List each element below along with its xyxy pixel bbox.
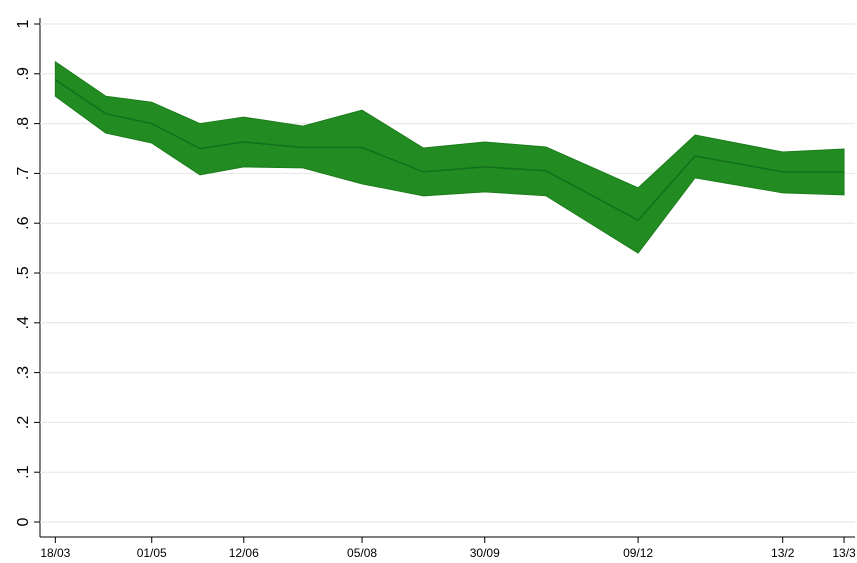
x-tick-label: 12/06	[229, 546, 259, 560]
x-tick-label: 18/03	[40, 546, 70, 560]
y-tick-label: .6	[15, 216, 32, 229]
x-tick-label: 09/12	[623, 546, 653, 560]
y-tick-label: .7	[15, 167, 32, 180]
line	[54, 79, 845, 222]
y-tick-label: .2	[15, 416, 32, 429]
y-tick-label: .8	[15, 117, 32, 130]
y-tick-label: .4	[15, 316, 32, 329]
y-tick-label: .1	[15, 465, 32, 478]
x-tick-label: 13/2	[771, 546, 795, 560]
y-tick-label: .3	[15, 366, 32, 379]
y-tick-label: 0	[15, 517, 32, 526]
x-tick-label: 30/09	[470, 546, 500, 560]
y-tick-label: .9	[15, 67, 32, 80]
x-tick-label: 01/05	[137, 546, 167, 560]
confidence-band	[54, 60, 845, 254]
x-tick-label: 05/08	[347, 546, 377, 560]
x-tick-label: 13/3	[832, 546, 856, 560]
y-tick-label: 1	[15, 19, 32, 28]
y-tick-label: .5	[15, 266, 32, 279]
